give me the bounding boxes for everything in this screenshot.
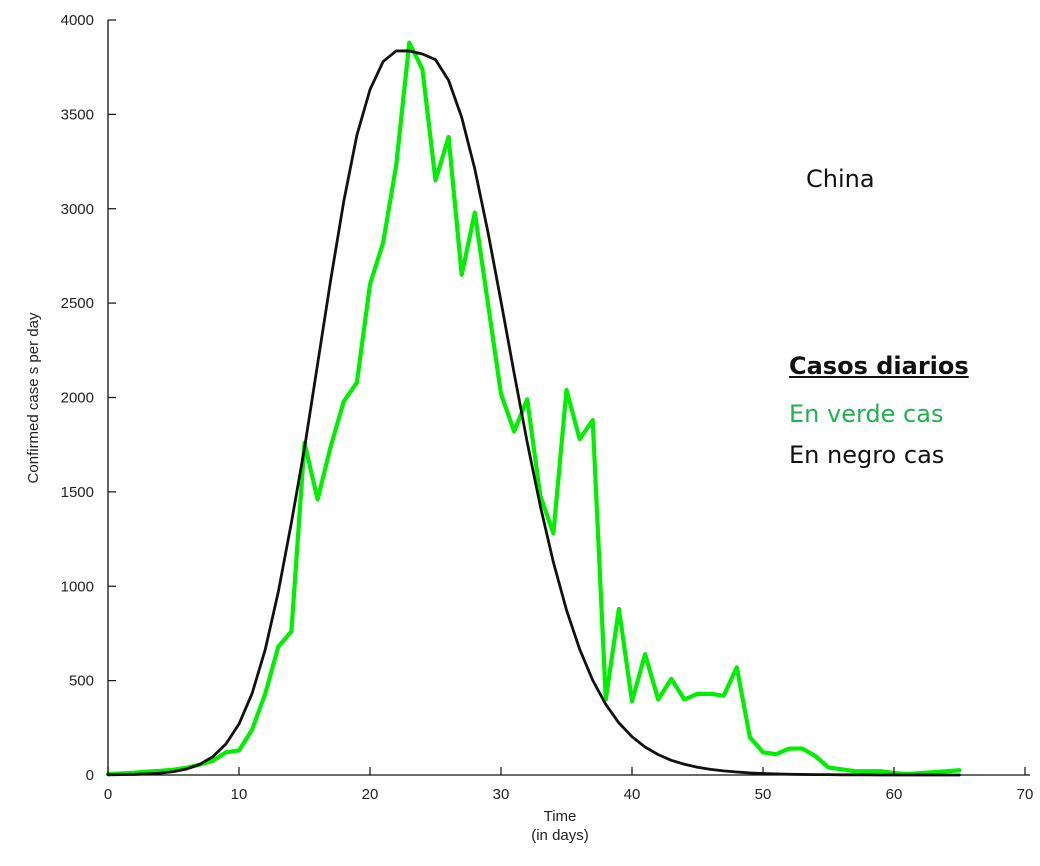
x-tick-label: 30: [493, 786, 510, 803]
x-tick-label: 0: [104, 786, 112, 803]
x-tick-label: 70: [1017, 786, 1034, 803]
y-tick-label: 1000: [61, 578, 94, 595]
confirmed-cases-line: [105, 40, 962, 777]
x-axis-subtitle: (in days): [531, 827, 589, 844]
daily-cases-heading: Casos diarios: [789, 352, 969, 380]
y-tick-label: 2500: [61, 295, 94, 312]
x-tick-label: 10: [231, 786, 248, 803]
black-series-description: En negro cas: [789, 441, 945, 469]
x-tick-label: 40: [624, 786, 641, 803]
x-tick-label: 20: [362, 786, 379, 803]
x-ticks: 0 10 20 30 40 50 60 70: [104, 767, 1034, 803]
country-label: China: [806, 165, 875, 193]
y-tick-label: 3000: [61, 201, 94, 218]
x-tick-label: 50: [755, 786, 772, 803]
x-axis-title: Time: [544, 808, 577, 825]
y-ticks: 0 500 1000 1500 2000 2500 3000 3500 4000: [61, 12, 116, 784]
y-tick-label: 500: [69, 673, 94, 690]
y-tick-label: 1500: [61, 484, 94, 501]
y-axis-title: Confirmed case s per day: [25, 312, 42, 483]
y-tick-label: 2000: [61, 390, 94, 407]
x-tick-label: 60: [886, 786, 903, 803]
y-tick-label: 3500: [61, 106, 94, 123]
y-tick-label: 0: [86, 767, 94, 784]
green-series-description: En verde cas: [789, 400, 944, 428]
y-tick-label: 4000: [61, 12, 94, 29]
